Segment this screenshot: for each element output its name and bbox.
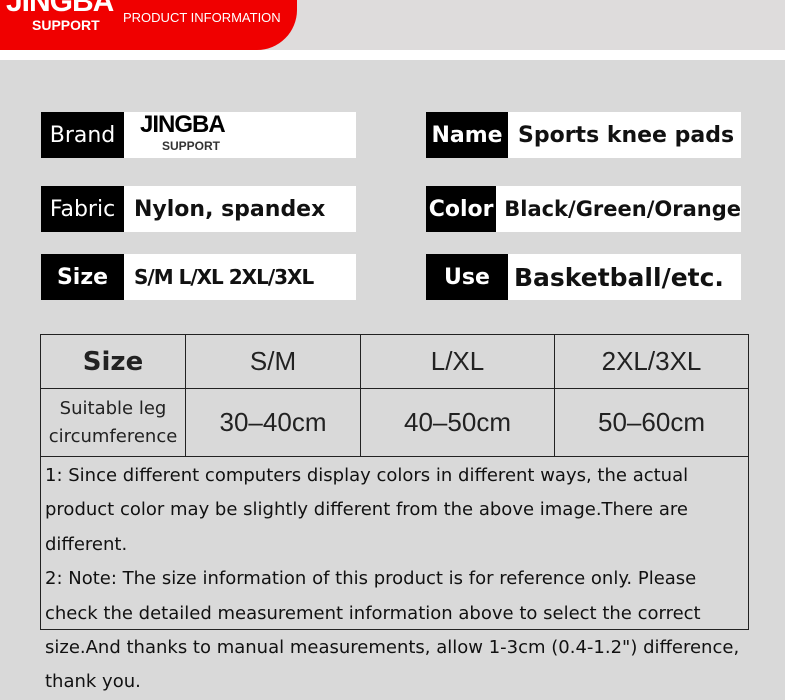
value: Basketball/etc. bbox=[514, 262, 724, 292]
table-cell: Suitable leg circumference bbox=[40, 388, 186, 457]
info-color: Color Black/Green/Orange bbox=[426, 186, 741, 232]
logo: JINGBA bbox=[6, 0, 114, 18]
info-use: Use Basketball/etc. bbox=[426, 254, 741, 300]
table-cell: S/M bbox=[185, 334, 361, 389]
table-row: Suitable leg circumference 30–40cm 40–50… bbox=[40, 388, 749, 457]
label: Fabric bbox=[41, 186, 124, 232]
label: Color bbox=[426, 186, 497, 232]
table-cell: 30–40cm bbox=[185, 388, 361, 457]
label: Brand bbox=[41, 112, 124, 158]
size-table: Size S/M L/XL 2XL/3XL Suitable leg circu… bbox=[40, 334, 749, 457]
logo-sub: SUPPORT bbox=[32, 17, 100, 33]
notes: 1: Since different computers display col… bbox=[40, 456, 749, 692]
brand-logo: JINGBA SUPPORT bbox=[124, 112, 234, 158]
table-cell: 40–50cm bbox=[360, 388, 555, 457]
value: Nylon, spandex bbox=[134, 196, 326, 222]
label: Name bbox=[426, 112, 508, 158]
brand-logo-main: JINGBA bbox=[140, 111, 226, 138]
value: Sports knee pads bbox=[518, 122, 735, 148]
table-cell: 2XL/3XL bbox=[554, 334, 749, 389]
info-name: Name Sports knee pads bbox=[426, 112, 741, 158]
info-brand: Brand JINGBA SUPPORT bbox=[41, 112, 356, 158]
note: 1: Since different computers display col… bbox=[45, 465, 689, 555]
info-fabric: Fabric Nylon, spandex bbox=[41, 186, 356, 232]
label: Size bbox=[41, 254, 124, 300]
value: Black/Green/Orange bbox=[504, 197, 741, 221]
table-cell: Size bbox=[40, 334, 186, 389]
label: Use bbox=[426, 254, 508, 300]
value: S/M L/XL 2XL/3XL bbox=[134, 265, 314, 289]
note: 2: Note: The size information of this pr… bbox=[45, 568, 740, 693]
header-title: PRODUCT INFORMATION bbox=[123, 10, 281, 25]
table-cell: L/XL bbox=[360, 334, 555, 389]
brand-logo-sub: SUPPORT bbox=[162, 139, 221, 153]
info-size: Size S/M L/XL 2XL/3XL bbox=[41, 254, 356, 300]
table-header-row: Size S/M L/XL 2XL/3XL bbox=[40, 334, 749, 389]
table-cell: 50–60cm bbox=[554, 388, 749, 457]
header-banner: JINGBA SUPPORT PRODUCT INFORMATION bbox=[0, 0, 297, 50]
divider bbox=[0, 50, 785, 60]
